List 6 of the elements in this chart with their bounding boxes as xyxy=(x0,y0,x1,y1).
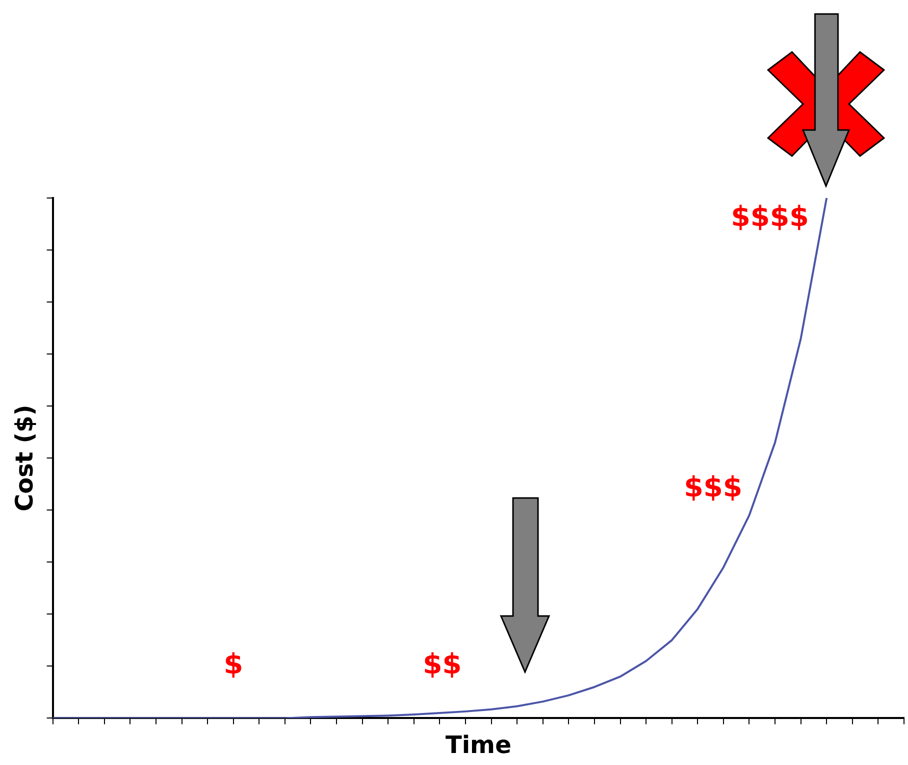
x-axis-title: Time xyxy=(445,730,512,759)
annotation: $$$$ xyxy=(730,200,809,234)
annotation: $$$ xyxy=(684,470,742,504)
y-axis-title: Cost ($) xyxy=(10,404,39,512)
annotation: $ xyxy=(224,647,244,680)
annotation: $$ xyxy=(422,647,462,680)
